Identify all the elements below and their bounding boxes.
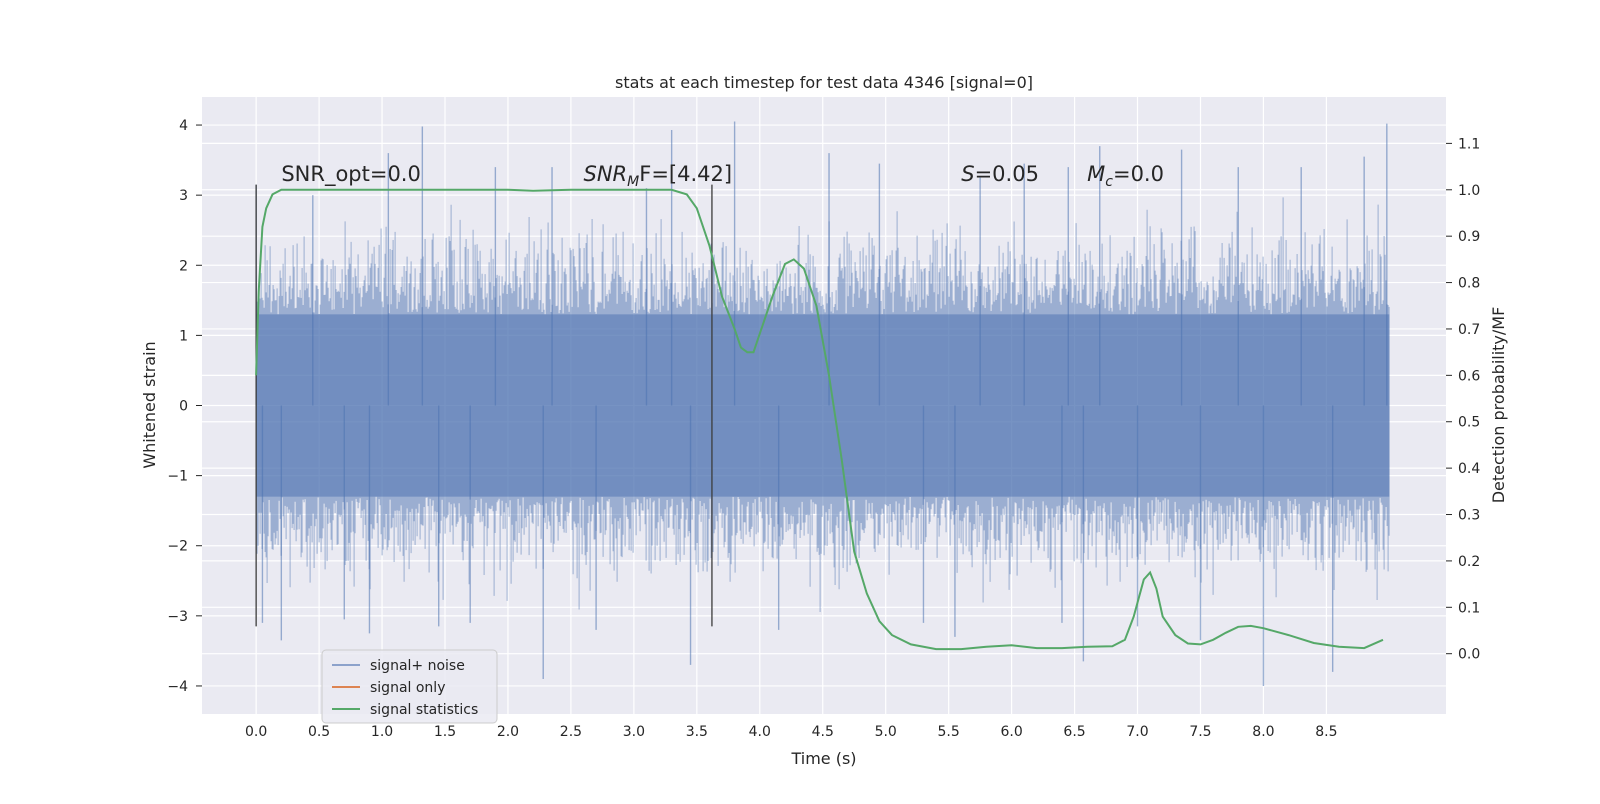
- y2-axis-label: Detection probability/MF: [1489, 307, 1508, 504]
- annotation-text: SNR_opt=0.0: [281, 162, 421, 187]
- y-tick-label: −3: [167, 609, 188, 625]
- annotation-suffix: F=[4.42]: [639, 162, 732, 186]
- legend-box: [321, 649, 498, 724]
- x-tick-label: 2.5: [560, 724, 582, 740]
- y2-tick-label: 0.3: [1458, 508, 1480, 524]
- annotation-main: SNR: [584, 162, 628, 186]
- annotation-subscript: M: [627, 174, 639, 190]
- y2-tick-label: 1.1: [1458, 136, 1480, 152]
- annotation-subscript: c: [1105, 174, 1113, 190]
- y2-tick-label: 0.2: [1458, 554, 1480, 570]
- y2-tick-label: 0.4: [1458, 461, 1480, 477]
- x-tick-label: 8.0: [1252, 724, 1274, 740]
- annotation-main: SNR_opt=0.0: [281, 162, 421, 187]
- y-tick-label: 0: [179, 399, 188, 415]
- y-tick-label: 2: [179, 258, 188, 274]
- x-tick-label: 3.5: [686, 724, 708, 740]
- annotation-text: S=0.05: [961, 162, 1039, 186]
- annotation-suffix: =0.0: [1113, 162, 1164, 186]
- legend: signal+ noise signal only signal statistic…: [321, 649, 498, 724]
- legend-label: signal+ noise: [370, 658, 465, 674]
- y2-tick-label: 0.5: [1458, 415, 1480, 431]
- x-tick-label: 7.0: [1126, 724, 1148, 740]
- chart-title: stats at each timestep for test data 434…: [615, 73, 1033, 92]
- x-tick-label: 5.0: [875, 724, 897, 740]
- y-tick-label: −2: [167, 539, 188, 555]
- annotation-text: Mc=0.0: [1087, 162, 1164, 190]
- y2-tick-label: 1.0: [1458, 183, 1480, 199]
- legend-label: signal statistics: [370, 702, 478, 718]
- y2-tick-label: 0.6: [1458, 368, 1480, 384]
- y-axis-label: Whitened strain: [140, 341, 159, 468]
- y-tick-label: −1: [167, 469, 188, 485]
- x-tick-label: 0.5: [308, 724, 330, 740]
- y-tick-label: 3: [179, 188, 188, 204]
- y2-tick-label: 0.0: [1458, 647, 1480, 663]
- x-tick-label: 0.0: [245, 724, 267, 740]
- y-tick-label: 4: [179, 118, 188, 134]
- annotations: SNR_opt=0.0 SNRMF=[4.42] S=0.05 Mc=0.0: [281, 162, 1164, 190]
- y-tick-label: 1: [179, 328, 188, 344]
- y-tick-label: −4: [167, 679, 188, 695]
- y2-tick-label: 0.8: [1458, 276, 1480, 292]
- line-series: [255, 188, 1384, 651]
- x-axis-label: Time (s): [790, 749, 856, 768]
- x-tick-label: 6.5: [1063, 724, 1085, 740]
- legend-label: signal only: [370, 680, 445, 696]
- annotation-main: M: [1087, 162, 1105, 186]
- y2-tick-label: 0.1: [1458, 600, 1480, 616]
- x-tick-label: 2.0: [497, 724, 519, 740]
- x-tick-label: 4.5: [812, 724, 834, 740]
- annotation-main: S: [961, 162, 974, 186]
- x-tick-label: 7.5: [1189, 724, 1211, 740]
- x-tick-label: 5.5: [938, 724, 960, 740]
- axes: 0.0 0.5 1.0 1.5 2.0 2.5 3.0 3.5 4.0 4.5 5.0 5.5 6.0 6…: [167, 118, 1480, 740]
- annotation-suffix: =0.05: [975, 162, 1039, 186]
- x-tick-label: 3.0: [623, 724, 645, 740]
- x-tick-label: 1.5: [434, 724, 456, 740]
- x-tick-label: 4.0: [749, 724, 771, 740]
- y2-tick-label: 0.7: [1458, 322, 1480, 338]
- x-tick-label: 1.0: [371, 724, 393, 740]
- x-tick-label: 6.0: [1000, 724, 1022, 740]
- signal-statistics-line: [255, 188, 1384, 651]
- y2-tick-label: 0.9: [1458, 229, 1480, 245]
- x-tick-label: 8.5: [1315, 724, 1337, 740]
- annotation-text: SNRMF=[4.42]: [584, 162, 733, 190]
